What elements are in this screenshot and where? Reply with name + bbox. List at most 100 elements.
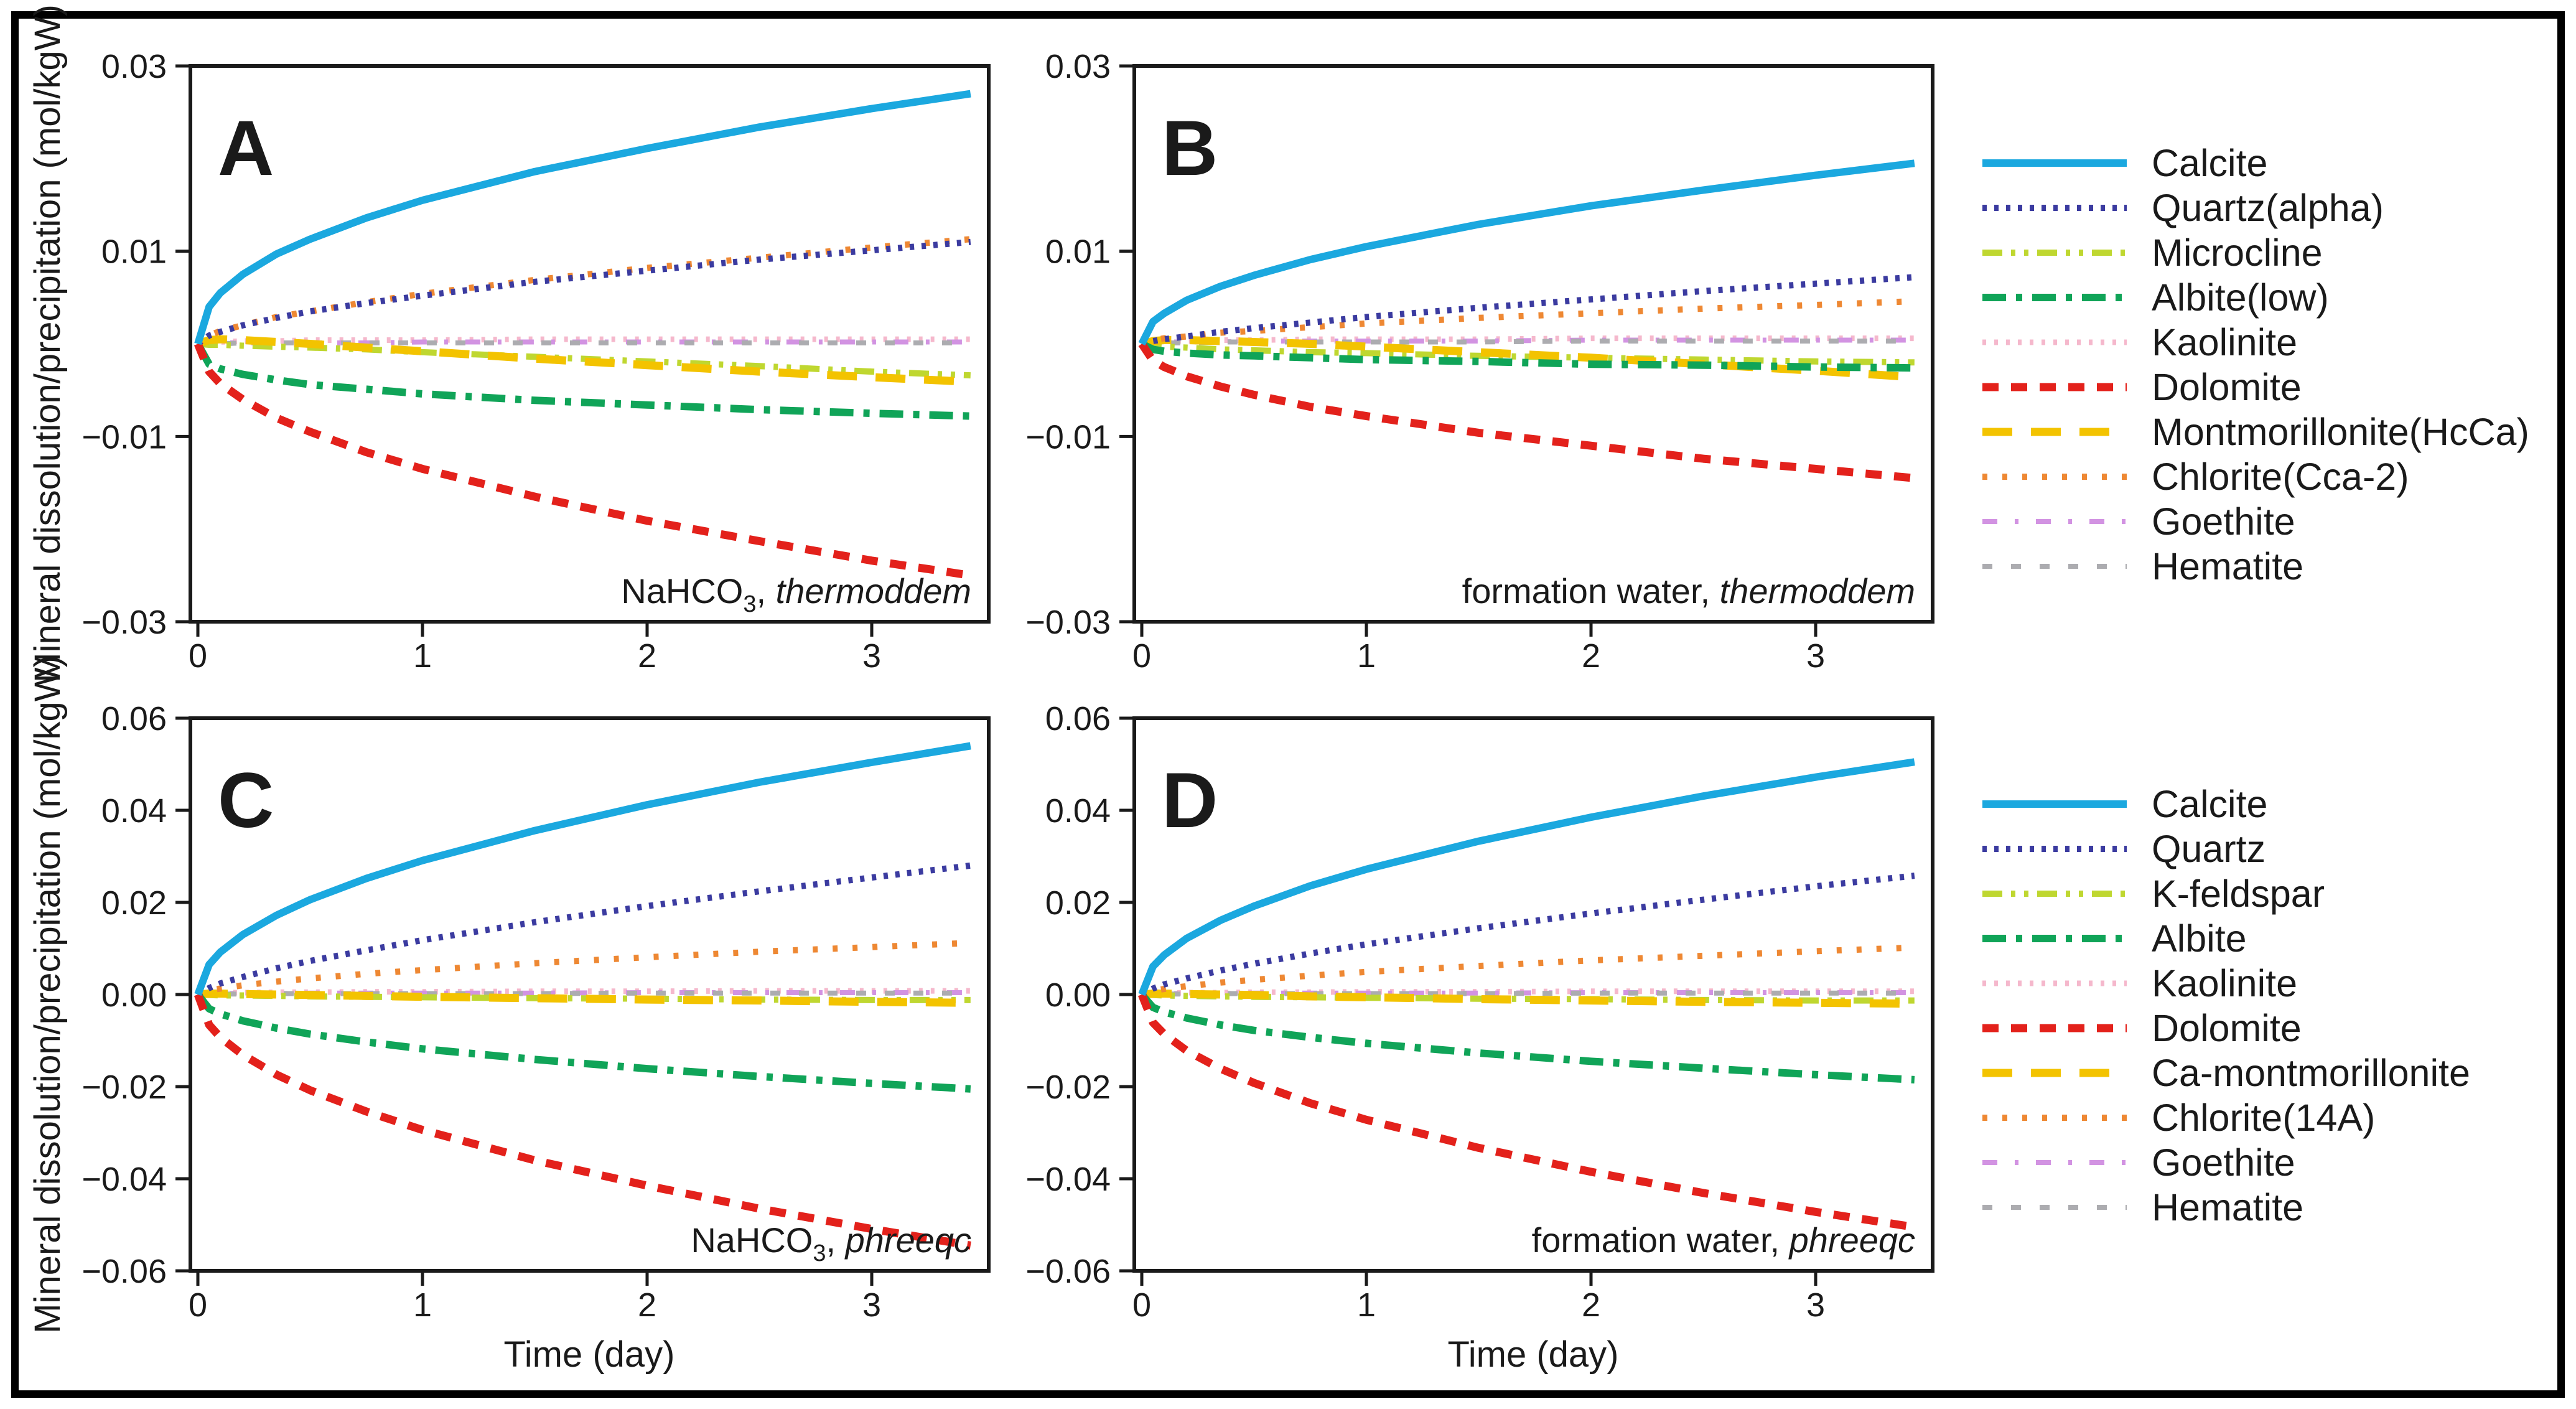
legend-item: Calcite bbox=[1982, 783, 2267, 825]
y-tick-label: −0.03 bbox=[1025, 604, 1111, 641]
series-line-quartz bbox=[1141, 274, 1915, 347]
y-tick-label: −0.01 bbox=[1025, 418, 1111, 456]
legend-label: Montmorillonite(HcCa) bbox=[2152, 411, 2529, 453]
series-line-mont bbox=[197, 990, 971, 1007]
series-line-mont bbox=[196, 335, 971, 386]
panel-a-annotation: NaHCO3, thermoddem bbox=[621, 571, 971, 617]
annotation-italic: thermoddem bbox=[776, 571, 971, 611]
legend-label: Kaolinite bbox=[2152, 321, 2297, 363]
series-line-dolomite bbox=[1138, 341, 1915, 482]
y-tick-label: 0.04 bbox=[101, 792, 167, 830]
panel-d-annotation: formation water, phreeqc bbox=[1532, 1220, 1915, 1260]
y-tick-label: −0.06 bbox=[82, 1253, 167, 1290]
series-line-calcite bbox=[194, 742, 971, 996]
legend-label: Goethite bbox=[2152, 500, 2295, 543]
annotation-subscript: 3 bbox=[813, 1240, 826, 1266]
legend-item: Dolomite bbox=[1982, 1007, 2302, 1049]
series-line-goethite bbox=[197, 339, 971, 347]
series-line-calcite bbox=[1138, 159, 1915, 346]
x-tick-label: 0 bbox=[1132, 1286, 1151, 1324]
legend-label: Albite(low) bbox=[2152, 276, 2329, 319]
y-tick-label: −0.02 bbox=[1025, 1069, 1111, 1106]
legend-label: Quartz bbox=[2152, 828, 2266, 870]
series-line-calcite bbox=[194, 90, 971, 345]
series-line-quartz bbox=[1140, 873, 1915, 998]
annotation-italic: thermoddem bbox=[1720, 571, 1915, 611]
y-tick-label: 0.00 bbox=[1045, 976, 1111, 1014]
y-tick-label: −0.04 bbox=[82, 1161, 167, 1198]
series-line-mont bbox=[1141, 990, 1915, 1008]
series-line-feldspar bbox=[197, 340, 971, 379]
series-line-dolomite bbox=[194, 342, 971, 580]
x-tick-label: 3 bbox=[1806, 637, 1825, 675]
panel-b-annotation: formation water, thermoddem bbox=[1462, 571, 1915, 611]
legend-item: Hematite bbox=[1982, 545, 2303, 587]
legend-label: Goethite bbox=[2152, 1141, 2295, 1184]
y-tick-label: −0.01 bbox=[82, 418, 167, 456]
legend-label: Dolomite bbox=[2152, 1007, 2302, 1049]
y-tick-label: 0.03 bbox=[101, 48, 167, 85]
y-tick-label: 0.01 bbox=[101, 233, 167, 271]
legend-label: K-feldspar bbox=[2152, 873, 2325, 915]
y-tick-label: −0.06 bbox=[1025, 1253, 1111, 1290]
y-tick-label: 0.02 bbox=[101, 884, 167, 922]
legend-label: Kaolinite bbox=[2152, 962, 2297, 1004]
legend-bottom: CalciteQuartzK-feldsparAlbiteKaoliniteDo… bbox=[1982, 783, 2470, 1229]
y-axis-label-top: Mineral dissolution/precipitation (mol/k… bbox=[27, 4, 68, 683]
legend-item: Chlorite(14A) bbox=[1982, 1097, 2375, 1139]
series-line-feldspar bbox=[1141, 340, 1915, 366]
legends: CalciteQuartz(alpha)MicroclineAlbite(low… bbox=[1982, 142, 2529, 1229]
y-tick-label: 0.00 bbox=[101, 976, 167, 1014]
legend-label: Albite bbox=[2152, 917, 2247, 960]
legend-item: Kaolinite bbox=[1982, 962, 2297, 1004]
panel-b-box bbox=[1132, 64, 1934, 624]
series-line-calcite bbox=[1138, 758, 1915, 996]
legend-item: Microcline bbox=[1982, 232, 2323, 274]
legend-label: Quartz(alpha) bbox=[2152, 187, 2384, 229]
x-tick-label: 3 bbox=[862, 637, 881, 675]
legend-label: Calcite bbox=[2152, 142, 2267, 184]
series-line-chlorite bbox=[196, 236, 971, 347]
legend-label: Calcite bbox=[2152, 783, 2267, 825]
panel-a-box bbox=[189, 64, 991, 624]
x-tick-label: 1 bbox=[1357, 1286, 1376, 1324]
legend-item: Dolomite bbox=[1982, 366, 2302, 408]
legend-item: Albite(low) bbox=[1982, 276, 2329, 319]
annotation-text: , bbox=[757, 571, 776, 611]
legend-label: Ca-montmorillonite bbox=[2152, 1052, 2470, 1094]
panel-d-letter: D bbox=[1162, 757, 1218, 844]
legend-item: Albite bbox=[1982, 917, 2247, 960]
series-line-albite bbox=[1140, 340, 1915, 372]
x-tick-label: 0 bbox=[189, 1286, 207, 1324]
legend-label: Chlorite(Cca-2) bbox=[2152, 456, 2409, 498]
annotation-text: NaHCO bbox=[621, 571, 743, 611]
legend-label: Hematite bbox=[2152, 545, 2303, 587]
legend-item: Ca-montmorillonite bbox=[1982, 1052, 2470, 1094]
x-tick-label: 3 bbox=[862, 1286, 881, 1324]
series-line-quartz bbox=[196, 862, 971, 998]
y-tick-label: −0.02 bbox=[82, 1069, 167, 1106]
x-tick-label: 1 bbox=[1357, 637, 1376, 675]
panel-c-letter: C bbox=[218, 757, 274, 844]
series-line-quartz bbox=[196, 238, 971, 347]
x-tick-label: 2 bbox=[638, 1286, 656, 1324]
y-tick-label: 0.01 bbox=[1045, 233, 1111, 271]
series-line-kaolinite bbox=[197, 336, 971, 347]
panel-d: 0.06 0.04 0.02 0.00 −0.02 −0.04 −0.06 0 1 2 3 Dform… bbox=[1025, 700, 1934, 1324]
y-tick-label: 0.04 bbox=[1045, 792, 1111, 830]
panel-a-letter: A bbox=[218, 105, 274, 192]
series-line-chlorite bbox=[1141, 944, 1915, 998]
y-tick-label: 0.03 bbox=[1045, 48, 1111, 85]
y-tick-label: 0.06 bbox=[101, 700, 167, 737]
legend-item: Calcite bbox=[1982, 142, 2267, 184]
series-line-albite bbox=[194, 342, 971, 420]
y-tick-label: 0.02 bbox=[1045, 884, 1111, 922]
x-tick-label: 3 bbox=[1806, 1286, 1825, 1324]
legend-item: Quartz bbox=[1982, 828, 2266, 870]
legend-label: Microcline bbox=[2152, 232, 2323, 274]
legend-item: Goethite bbox=[1982, 1141, 2295, 1184]
